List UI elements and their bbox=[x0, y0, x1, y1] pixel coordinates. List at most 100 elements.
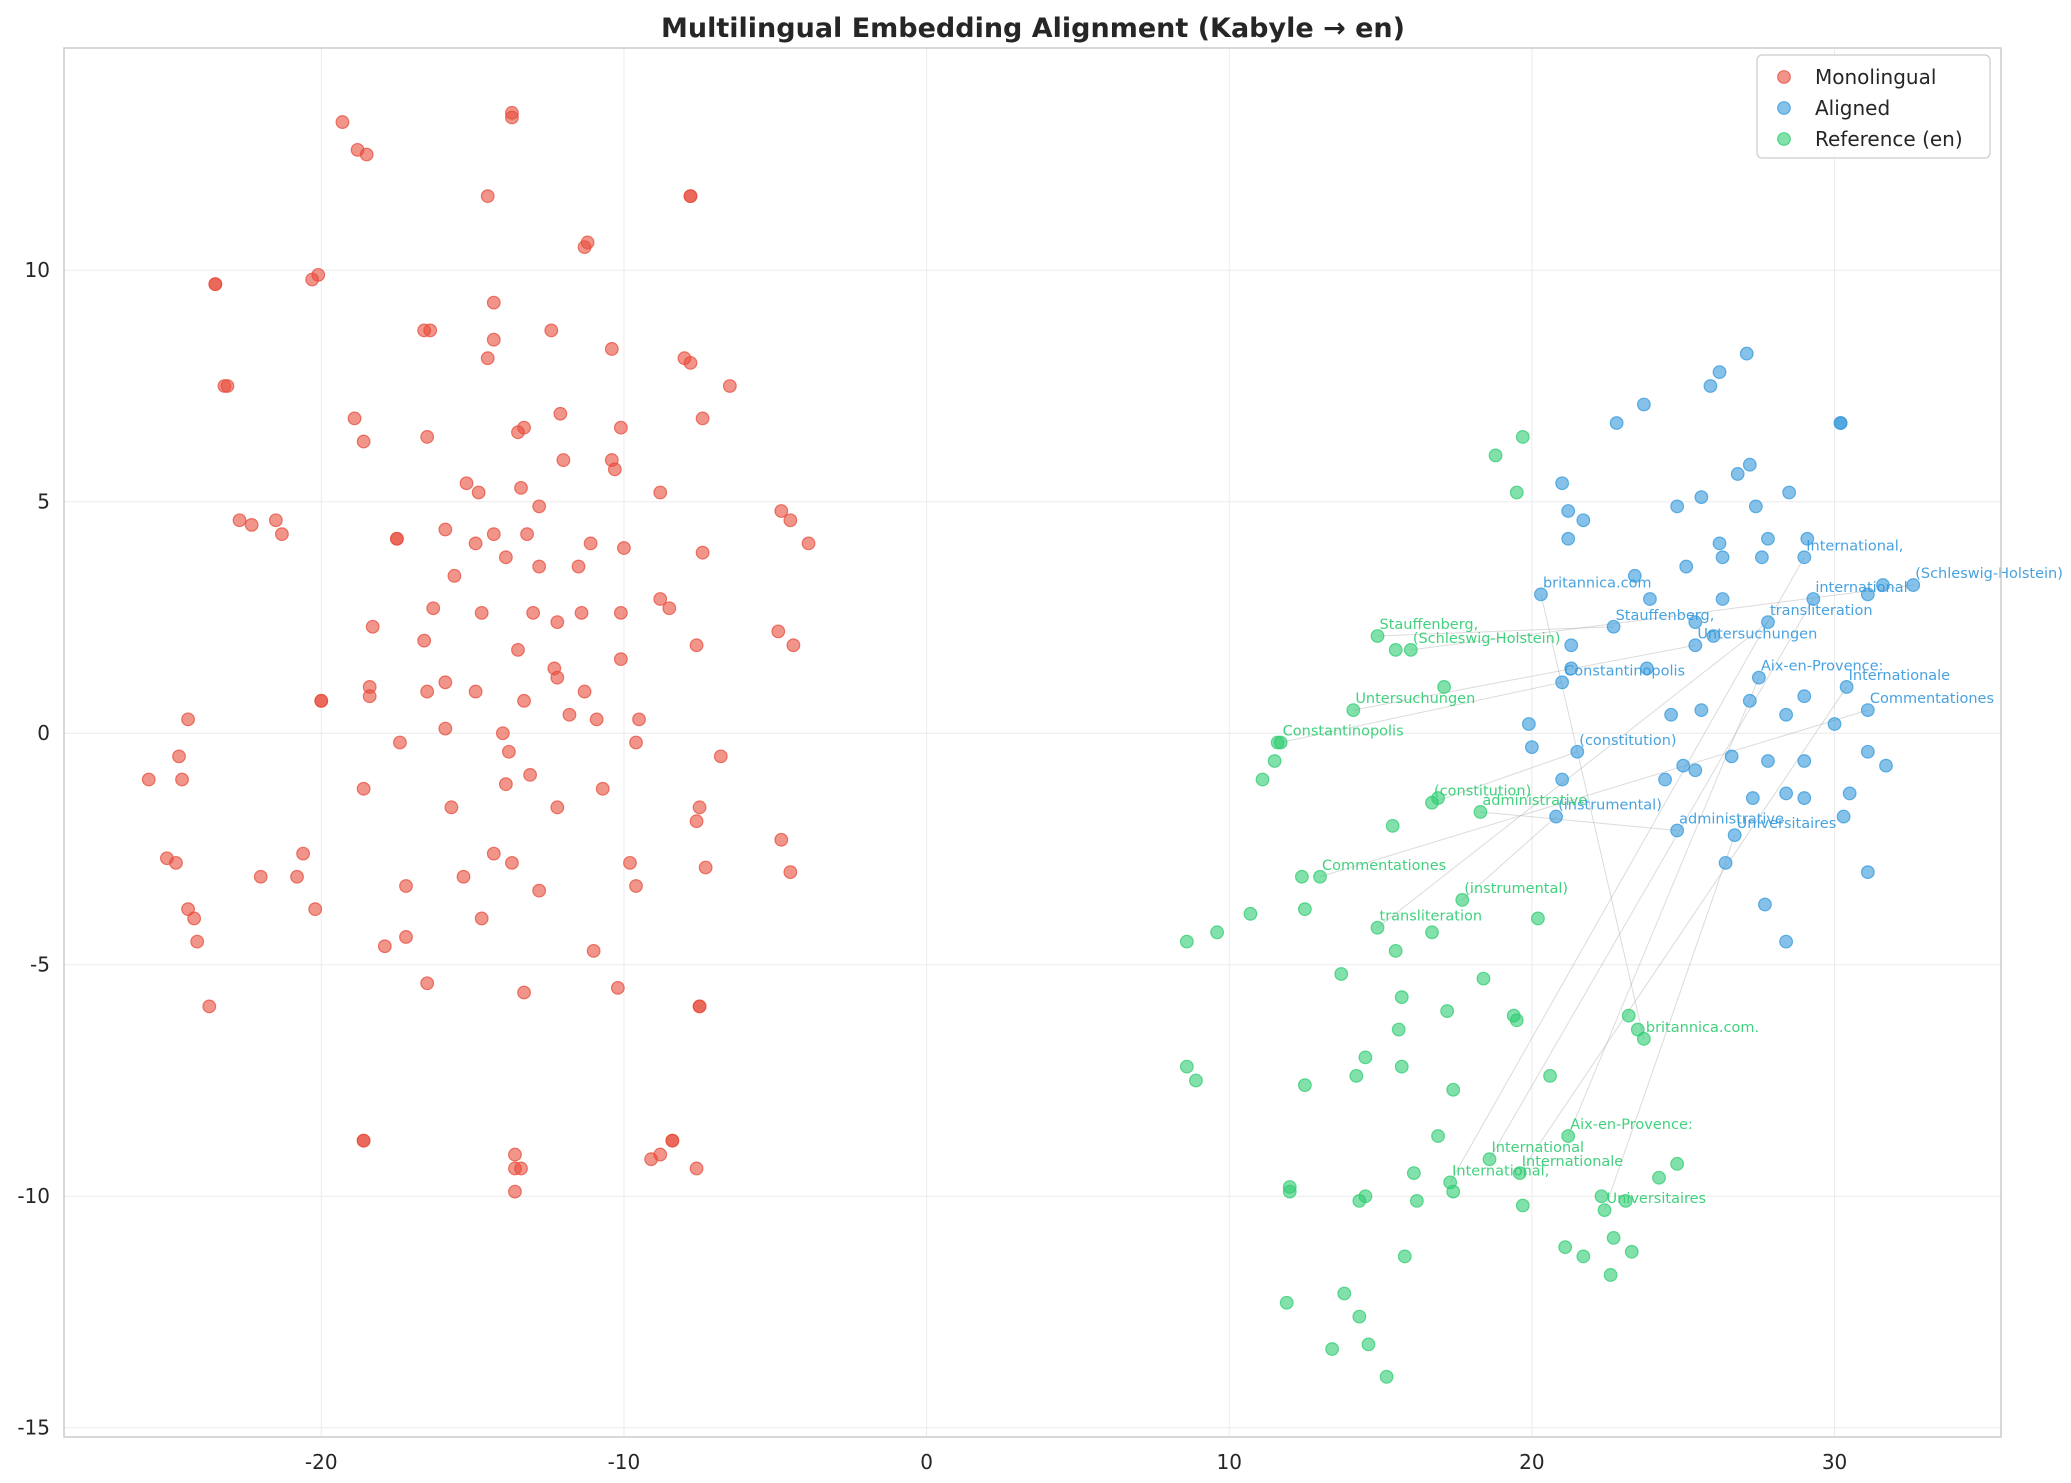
monolingual-point bbox=[347, 411, 362, 426]
reference-en-point bbox=[1425, 925, 1439, 940]
monolingual-point bbox=[175, 772, 189, 787]
monolingual-point bbox=[713, 749, 728, 764]
monolingual-point bbox=[532, 499, 547, 514]
monolingual-point bbox=[629, 735, 643, 750]
monolingual-point bbox=[653, 485, 668, 500]
aligned-point bbox=[1761, 754, 1775, 768]
axis-ticks: -20 -10 0 10 20 30 -15 -10 -5 0 5 10 bbox=[17, 258, 1847, 1474]
alignment-line bbox=[1604, 834, 1736, 1211]
point-label: International, bbox=[1806, 538, 1903, 554]
reference-en-point bbox=[1270, 735, 1285, 750]
monolingual-point bbox=[275, 527, 289, 542]
monolingual-point bbox=[141, 772, 156, 787]
aligned-point bbox=[1570, 744, 1585, 759]
monolingual-point bbox=[438, 522, 453, 537]
reference-en-point bbox=[1388, 943, 1403, 958]
monolingual-point bbox=[474, 911, 489, 926]
alignment-line bbox=[1461, 816, 1557, 901]
alignment-line bbox=[1377, 626, 1614, 637]
y-tick-label: 10 bbox=[25, 258, 50, 282]
aligned-point bbox=[1751, 670, 1766, 685]
monolingual-point bbox=[314, 693, 329, 708]
reference-en-point bbox=[1279, 1295, 1294, 1310]
aligned-point bbox=[1782, 485, 1797, 500]
monolingual-point bbox=[356, 434, 371, 449]
aligned-point bbox=[1715, 592, 1730, 606]
monolingual-point bbox=[217, 379, 232, 393]
monolingual-point bbox=[486, 527, 501, 542]
monolingual-point bbox=[544, 323, 559, 338]
point-label: britannica.com. bbox=[1646, 1020, 1759, 1036]
aligned-point bbox=[1758, 897, 1772, 912]
monolingual-point bbox=[444, 800, 459, 815]
reference-en-point bbox=[1652, 1170, 1666, 1185]
aligned-point bbox=[1636, 397, 1651, 412]
monolingual-point bbox=[786, 638, 801, 653]
reference-en-point bbox=[1255, 772, 1270, 787]
reference-en-point bbox=[1346, 703, 1361, 717]
aligned-point bbox=[1806, 592, 1821, 606]
monolingual-point bbox=[356, 781, 371, 796]
monolingual-point bbox=[356, 1133, 371, 1148]
monolingual-point bbox=[486, 332, 501, 347]
aligned-point bbox=[1724, 749, 1739, 764]
reference-en-point bbox=[1409, 1193, 1424, 1208]
aligned-point bbox=[1555, 476, 1570, 491]
reference-en-point bbox=[1352, 1309, 1367, 1324]
aligned-point bbox=[1670, 823, 1685, 838]
monolingual-point bbox=[393, 735, 407, 750]
monolingual-point bbox=[517, 985, 531, 1000]
point-label: Internationale bbox=[1522, 1154, 1624, 1170]
monolingual-point bbox=[783, 513, 798, 528]
legend-marker bbox=[1777, 101, 1791, 115]
aligned-point bbox=[1670, 499, 1685, 514]
legend-marker bbox=[1777, 70, 1791, 84]
aligned-point bbox=[1860, 865, 1875, 880]
reference-en-point bbox=[1385, 818, 1400, 833]
monolingual-point bbox=[550, 670, 565, 685]
monolingual-point bbox=[426, 601, 441, 616]
reference-en-point bbox=[1431, 1129, 1445, 1143]
point-label: international bbox=[1815, 580, 1907, 596]
reference-en-point bbox=[1509, 485, 1524, 500]
monolingual-point bbox=[187, 911, 202, 926]
monolingual-point bbox=[305, 272, 320, 287]
monolingual-point bbox=[468, 536, 483, 551]
monolingual-point bbox=[532, 559, 547, 574]
reference-en-point bbox=[1455, 893, 1470, 907]
reference-en-point bbox=[1337, 1286, 1352, 1301]
monolingual-point bbox=[208, 277, 223, 292]
alignment-line bbox=[1540, 594, 1645, 1039]
monolingual-point bbox=[577, 240, 592, 254]
aligned-point bbox=[1561, 531, 1576, 546]
monolingual-point bbox=[623, 855, 637, 870]
legend-marker bbox=[1777, 132, 1791, 146]
monolingual-point bbox=[610, 980, 625, 995]
aligned-point bbox=[1658, 772, 1672, 787]
monolingual-point bbox=[692, 800, 707, 815]
monolingual-point bbox=[617, 541, 631, 555]
monolingual-point bbox=[390, 531, 404, 546]
legend-label: Monolingual bbox=[1815, 65, 1936, 89]
monolingual-point bbox=[399, 930, 413, 944]
monolingual-point bbox=[190, 934, 205, 949]
aligned-point bbox=[1742, 457, 1757, 472]
reference-en-point bbox=[1594, 1189, 1609, 1204]
monolingual-point bbox=[653, 592, 668, 606]
reference-en-point bbox=[1558, 1240, 1573, 1255]
aligned-point bbox=[1739, 346, 1754, 361]
aligned-point bbox=[1800, 531, 1815, 546]
aligned-point bbox=[1679, 559, 1694, 574]
aligned-point bbox=[1797, 550, 1812, 565]
monolingual-point bbox=[486, 295, 501, 310]
monolingual-point bbox=[480, 189, 495, 204]
monolingual-point bbox=[698, 860, 713, 875]
monolingual-point bbox=[695, 545, 710, 560]
legend-label: Reference (en) bbox=[1815, 127, 1963, 151]
y-tick-label: -5 bbox=[30, 953, 50, 977]
monolingual-point bbox=[181, 712, 195, 727]
monolingual-point bbox=[574, 605, 589, 620]
aligned-point bbox=[1779, 934, 1794, 949]
monolingual-point bbox=[586, 943, 601, 958]
aligned-point bbox=[1761, 531, 1775, 546]
